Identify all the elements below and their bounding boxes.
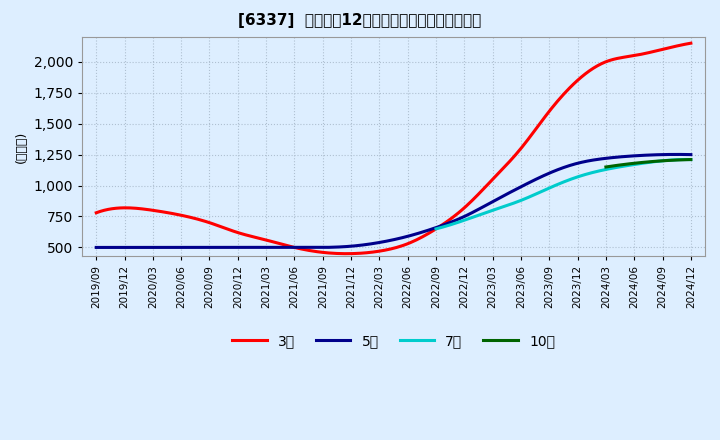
3年 [448, 215, 456, 220]
10年 [654, 158, 662, 164]
10年 [602, 164, 611, 169]
3年 [687, 40, 696, 46]
Line: 3年: 3年 [96, 43, 691, 254]
5年 [687, 152, 696, 157]
Text: [6337]  経常利益12か月移動合計の平均値の推移: [6337] 経常利益12か月移動合計の平均値の推移 [238, 13, 482, 28]
5年 [448, 219, 456, 224]
3年 [633, 52, 642, 58]
7年 [662, 158, 671, 163]
10年 [652, 158, 661, 164]
10年 [687, 157, 696, 162]
7年 [582, 172, 591, 177]
5年 [458, 215, 467, 220]
3年 [92, 210, 101, 216]
Y-axis label: (百万円): (百万円) [15, 130, 28, 163]
7年 [588, 170, 596, 175]
10年 [678, 157, 687, 162]
3年 [595, 62, 603, 67]
3年 [343, 251, 351, 257]
5年 [595, 157, 603, 162]
7年 [683, 157, 691, 162]
Line: 10年: 10年 [606, 160, 691, 167]
Line: 5年: 5年 [96, 154, 691, 247]
3年 [458, 207, 467, 213]
5年 [633, 153, 642, 158]
7年 [647, 159, 655, 165]
7年 [432, 226, 441, 231]
Legend: 3年, 5年, 7年, 10年: 3年, 5年, 7年, 10年 [226, 329, 561, 354]
5年 [446, 220, 454, 225]
5年 [307, 245, 315, 250]
5年 [672, 152, 681, 157]
5年 [94, 245, 102, 250]
5年 [92, 245, 101, 250]
7年 [583, 171, 592, 176]
7年 [433, 226, 441, 231]
Line: 7年: 7年 [436, 160, 691, 229]
10年 [602, 164, 611, 169]
10年 [673, 158, 682, 163]
10年 [652, 158, 660, 164]
3年 [94, 209, 102, 215]
3年 [446, 216, 454, 222]
7年 [687, 157, 696, 162]
